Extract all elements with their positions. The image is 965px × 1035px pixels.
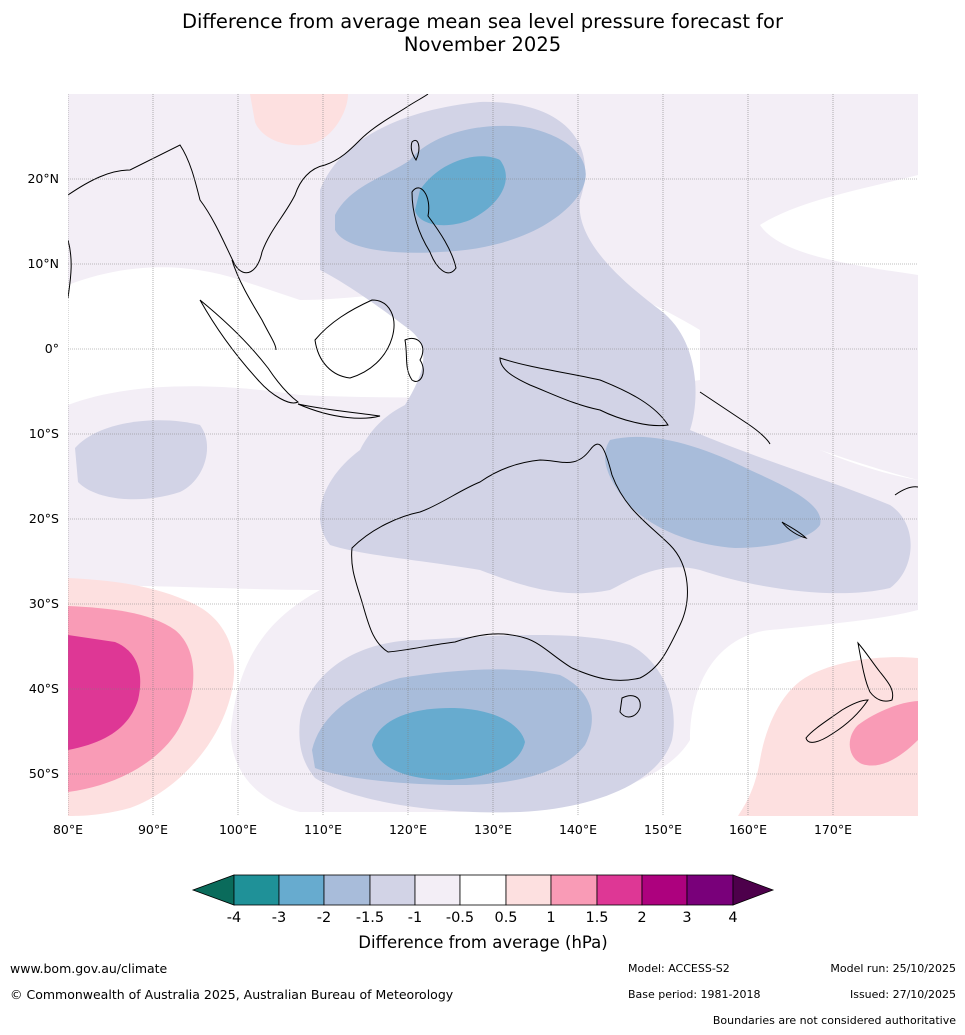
lat-label-20n: 20°N bbox=[27, 171, 59, 186]
colorbar-tick: 1.5 bbox=[585, 910, 608, 926]
colorbar-cell-2 bbox=[278, 874, 325, 906]
title-line-2: November 2025 bbox=[403, 33, 562, 56]
colorbar-cell-9 bbox=[596, 874, 643, 906]
footer-model-run: Model run: 25/10/2025 bbox=[830, 962, 956, 975]
title-line-1: Difference from average mean sea level p… bbox=[182, 10, 783, 33]
coastline-fiji bbox=[894, 486, 918, 496]
contour-region-top bbox=[250, 94, 348, 146]
colorbar-cell-5 bbox=[414, 874, 461, 906]
lat-label-50s: 50°S bbox=[29, 766, 59, 781]
contour-plus-1-5 bbox=[68, 635, 141, 750]
coastline-new-zealand-north bbox=[857, 641, 894, 702]
coastline-malay-peninsula bbox=[231, 259, 277, 351]
lat-label-30s: 30°S bbox=[29, 596, 59, 611]
lon-label-170e: 170°E bbox=[814, 822, 852, 837]
coastline-taiwan bbox=[410, 140, 420, 161]
lon-label-130e: 130°E bbox=[474, 822, 512, 837]
contour-region-coral-sea bbox=[605, 436, 821, 548]
lon-label-90e: 90°E bbox=[138, 822, 168, 837]
footer-disclaimer: Boundaries are not considered authoritat… bbox=[712, 1014, 956, 1027]
coastlines bbox=[68, 94, 918, 743]
coastline-sumatra bbox=[199, 299, 299, 404]
latitude-labels: 20°N 10°N 0° 10°S 20°S 30°S 40°S 50°S bbox=[27, 171, 59, 781]
lat-label-40s: 40°S bbox=[29, 681, 59, 696]
colorbar-cell-7 bbox=[505, 874, 552, 906]
coastline-new-zealand-south bbox=[805, 699, 869, 743]
lat-label-10n: 10°N bbox=[27, 256, 59, 271]
lat-label-20s: 20°S bbox=[29, 511, 59, 526]
colorbar-tick: -2 bbox=[317, 910, 331, 926]
colorbar-title: Difference from average (hPa) bbox=[358, 933, 607, 952]
footer-model: Model: ACCESS-S2 bbox=[628, 962, 730, 975]
lat-label-10s: 10°S bbox=[29, 426, 59, 441]
footer-base-period: Base period: 1981-2018 bbox=[628, 988, 761, 1001]
contour-region-nz-1 bbox=[849, 701, 918, 766]
colorbar-tick: -1 bbox=[408, 910, 422, 926]
colorbar-tick: 0.5 bbox=[494, 910, 517, 926]
colorbar-cell-3 bbox=[323, 874, 371, 906]
coastline-australia bbox=[351, 443, 688, 681]
coastline-philippines bbox=[411, 187, 457, 274]
colorbar-tick: 3 bbox=[682, 910, 691, 926]
contour-region-north bbox=[68, 94, 918, 480]
lon-label-80e: 80°E bbox=[53, 822, 83, 837]
lon-label-110e: 110°E bbox=[304, 822, 342, 837]
colorbar-tick: -0.5 bbox=[446, 910, 474, 926]
colorbar-tick: -4 bbox=[227, 910, 241, 926]
colorbar-extend-min bbox=[191, 874, 235, 906]
colorbar-cell-1 bbox=[233, 874, 280, 906]
contour-region-indian-ocean bbox=[75, 420, 208, 500]
colorbar-cell-6 bbox=[459, 874, 507, 906]
colorbar-tick: -1.5 bbox=[356, 910, 384, 926]
contour-minus-2 bbox=[372, 156, 525, 780]
footer-url: www.bom.gov.au/climate bbox=[10, 961, 168, 976]
colorbar-cell-11 bbox=[686, 874, 734, 906]
colorbar-tick: 1 bbox=[546, 910, 555, 926]
colorbar: -4 -3 -2 -1.5 -1 -0.5 0.5 1 1.5 2 3 4 Di… bbox=[191, 874, 775, 952]
contour-region-philippines-2 bbox=[415, 156, 506, 226]
coastline-new-caledonia bbox=[781, 521, 808, 539]
colorbar-cell-8 bbox=[550, 874, 598, 906]
colorbar-tick: 2 bbox=[637, 910, 646, 926]
longitude-labels: 80°E 90°E 100°E 110°E 120°E 130°E 140°E … bbox=[53, 822, 852, 837]
lon-label-160e: 160°E bbox=[729, 822, 767, 837]
coastline-sulawesi bbox=[404, 338, 424, 382]
colorbar-tick: -3 bbox=[272, 910, 286, 926]
lon-label-150e: 150°E bbox=[644, 822, 682, 837]
coastline-india bbox=[68, 239, 72, 299]
coastline-asia bbox=[68, 94, 429, 274]
coastline-new-guinea bbox=[499, 357, 669, 427]
gridlines bbox=[68, 94, 918, 816]
colorbar-cell-10 bbox=[641, 874, 688, 906]
footer-copyright: © Commonwealth of Australia 2025, Austra… bbox=[10, 987, 454, 1002]
coastline-tasmania bbox=[619, 695, 641, 718]
lon-label-100e: 100°E bbox=[219, 822, 257, 837]
map-title: Difference from average mean sea level p… bbox=[0, 10, 965, 56]
footer-issued: Issued: 27/10/2025 bbox=[849, 988, 956, 1001]
contour-region-bight-2 bbox=[372, 708, 525, 780]
lat-label-0: 0° bbox=[45, 341, 59, 356]
coastline-borneo bbox=[314, 299, 395, 379]
lon-label-140e: 140°E bbox=[559, 822, 597, 837]
colorbar-extend-max bbox=[732, 874, 775, 906]
map-area bbox=[68, 94, 918, 816]
coastline-java bbox=[297, 403, 381, 419]
lon-label-120e: 120°E bbox=[389, 822, 427, 837]
colorbar-cell-4 bbox=[369, 874, 416, 906]
colorbar-tick: 4 bbox=[728, 910, 737, 926]
